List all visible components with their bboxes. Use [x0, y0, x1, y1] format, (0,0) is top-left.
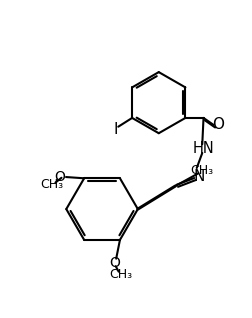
Text: O: O [54, 170, 65, 184]
Text: CH₃: CH₃ [109, 268, 132, 281]
Text: HN: HN [193, 141, 214, 156]
Text: I: I [113, 122, 117, 137]
Text: N: N [193, 169, 204, 183]
Text: O: O [212, 117, 224, 132]
Text: CH₃: CH₃ [191, 164, 214, 177]
Text: O: O [109, 256, 120, 270]
Text: CH₃: CH₃ [41, 177, 64, 190]
